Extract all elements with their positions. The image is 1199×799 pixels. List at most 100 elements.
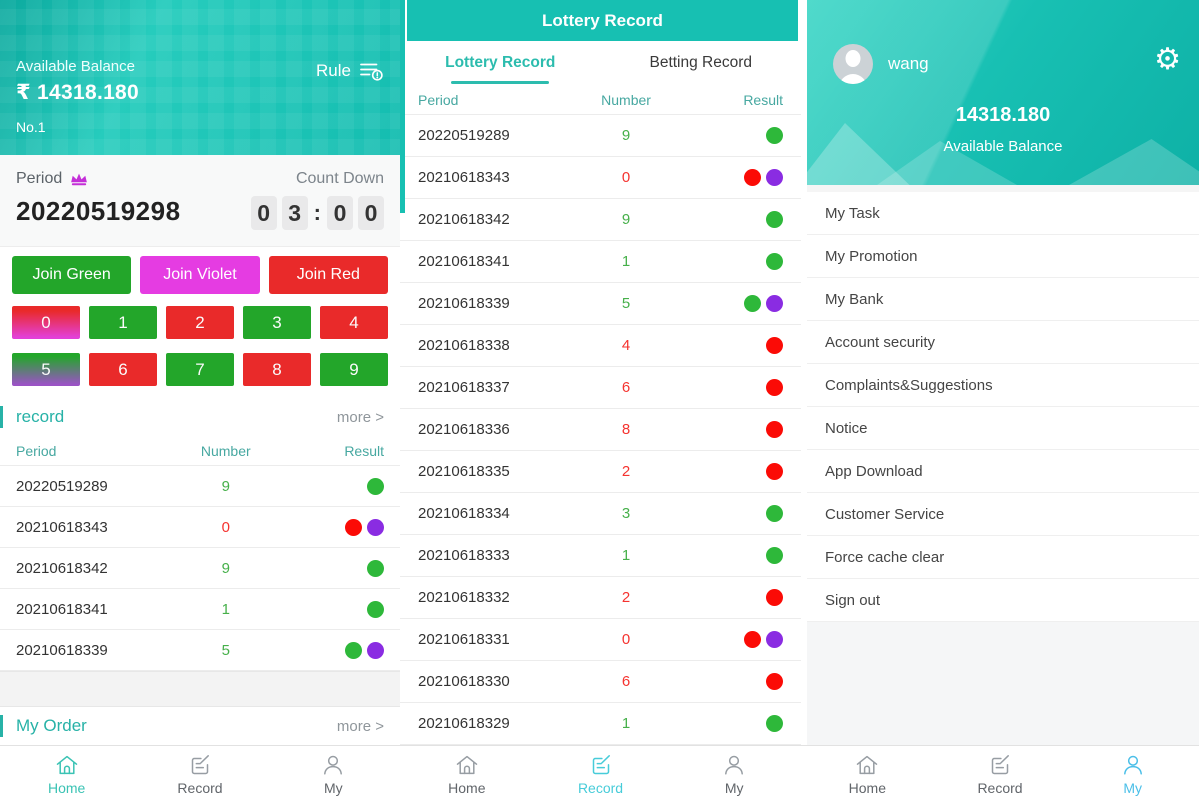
username: wang	[888, 54, 929, 73]
menu-item-app-download[interactable]: App Download	[807, 450, 1199, 493]
rule-info-icon	[360, 63, 383, 81]
number-button-0[interactable]: 0	[12, 306, 80, 339]
row-result	[673, 673, 783, 690]
nav-item-record[interactable]: Record	[934, 746, 1067, 799]
menu-item-my-bank[interactable]: My Bank	[807, 278, 1199, 321]
row-number: 3	[621, 505, 631, 522]
table-row: 20210618335 2	[400, 451, 801, 493]
nav-item-record[interactable]: Record	[534, 746, 668, 799]
row-number: 6	[621, 673, 631, 690]
my-order-more-link[interactable]: more >	[336, 717, 384, 735]
row-period: 20210618329	[418, 715, 510, 732]
result-dot-red	[766, 337, 783, 354]
menu-item-force-cache-clear[interactable]: Force cache clear	[807, 536, 1199, 579]
row-number: 0	[221, 518, 230, 536]
account-number: No.1	[16, 119, 46, 135]
menu-item-sign-out[interactable]: Sign out	[807, 579, 1199, 622]
row-number: 9	[221, 559, 230, 577]
record-more-link[interactable]: more >	[336, 408, 384, 426]
section-divider	[0, 671, 400, 707]
result-dot-green	[766, 547, 783, 564]
table-row: 20210618338 4	[400, 325, 801, 367]
table-row: 20210618331 0	[400, 619, 801, 661]
nav-item-home[interactable]: Home	[801, 746, 934, 799]
number-button-1[interactable]: 1	[89, 306, 157, 339]
join-violet-button[interactable]: Join Violet	[140, 256, 260, 294]
period-label: Period	[16, 170, 63, 187]
nav-item-home[interactable]: Home	[400, 746, 534, 799]
join-green-button[interactable]: Join Green	[12, 256, 132, 294]
number-button-8[interactable]: 8	[243, 353, 311, 386]
nav-label: Home	[448, 779, 486, 796]
nav-label: My	[323, 779, 343, 796]
menu-item-customer-service[interactable]: Customer Service	[807, 493, 1199, 536]
record-table-header: Period Number Result	[0, 436, 400, 466]
my-order-section-header: My Order more >	[0, 707, 400, 745]
tab-betting-record[interactable]: Betting Record	[649, 54, 753, 71]
number-button-2[interactable]: 2	[166, 306, 234, 339]
table-row: 20210618339 5	[400, 283, 801, 325]
table-row: 20220519289 9	[400, 115, 801, 157]
table-row: 20210618342 9	[400, 199, 801, 241]
result-dot-green	[766, 505, 783, 522]
home-header: Available Balance ₹ 14318.180 Rule No.1	[0, 0, 400, 155]
row-result	[274, 641, 384, 659]
table-row: 20210618336 8	[400, 409, 801, 451]
home-icon	[54, 752, 80, 778]
row-number: 6	[621, 379, 631, 396]
result-dot-red	[766, 589, 783, 606]
row-result	[673, 463, 783, 480]
menu-item-complaints-suggestions[interactable]: Complaints&Suggestions	[807, 364, 1199, 407]
nav-item-my[interactable]: My	[267, 746, 400, 799]
menu-item-my-promotion[interactable]: My Promotion	[807, 235, 1199, 278]
number-button-6[interactable]: 6	[89, 353, 157, 386]
row-period: 20220519289	[418, 127, 510, 144]
column-header: Period	[16, 442, 57, 459]
lottery-table-header: Period Number Result	[400, 85, 801, 115]
number-button-4[interactable]: 4	[320, 306, 388, 339]
bottom-nav-home: Home Record My	[0, 745, 400, 799]
number-button-9[interactable]: 9	[320, 353, 388, 386]
settings-gear-icon[interactable]: ⚙	[1154, 42, 1181, 77]
join-red-button[interactable]: Join Red	[268, 256, 388, 294]
row-period: 20210618332	[418, 589, 510, 606]
nav-item-my[interactable]: My	[667, 746, 801, 799]
column-header: Number	[200, 442, 251, 459]
column-header: Number	[601, 91, 651, 108]
result-dot-red	[766, 463, 783, 480]
row-result	[673, 379, 783, 396]
profile-header: wang ⚙ 14318.180 Available Balance	[807, 0, 1199, 185]
result-dot-red	[766, 379, 783, 396]
nav-item-my[interactable]: My	[1066, 746, 1199, 799]
countdown-digit: 0	[358, 196, 384, 230]
number-button-5[interactable]: 5	[12, 353, 80, 386]
nav-item-record[interactable]: Record	[133, 746, 266, 799]
result-dot-green	[766, 127, 783, 144]
number-button-3[interactable]: 3	[243, 306, 311, 339]
row-period: 20210618343	[16, 518, 108, 536]
nav-label: Home	[848, 779, 887, 796]
row-number: 9	[221, 477, 230, 495]
rule-button[interactable]: Rule	[316, 60, 384, 82]
home-icon	[454, 752, 480, 778]
row-number: 0	[621, 169, 631, 186]
header-gap	[807, 185, 1199, 192]
result-dot-red	[345, 518, 362, 536]
row-result	[673, 505, 783, 522]
countdown-digit: 3	[281, 196, 308, 230]
avatar[interactable]	[833, 44, 873, 84]
nav-item-home[interactable]: Home	[0, 746, 133, 799]
number-button-7[interactable]: 7	[166, 353, 234, 386]
countdown-digit: 0	[327, 196, 353, 230]
result-dot-green	[766, 715, 783, 732]
record-title: record	[16, 407, 65, 426]
balance-block: Available Balance ₹ 14318.180	[16, 58, 139, 105]
row-period: 20210618333	[418, 547, 510, 564]
menu-item-notice[interactable]: Notice	[807, 407, 1199, 450]
row-period: 20210618334	[418, 505, 510, 522]
menu-item-my-task[interactable]: My Task	[807, 192, 1199, 235]
row-result	[673, 715, 783, 732]
menu-item-account-security[interactable]: Account security	[807, 321, 1199, 364]
header-sweep-decoration	[807, 0, 1199, 185]
tab-lottery-record[interactable]: Lottery Record	[400, 41, 601, 85]
